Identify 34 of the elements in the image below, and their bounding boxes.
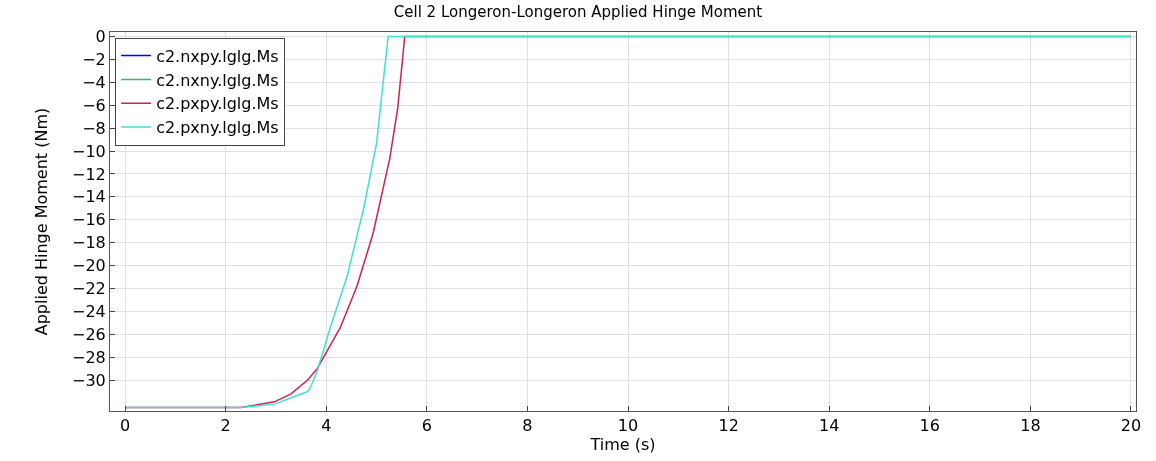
y-tick-label: −12	[72, 164, 106, 184]
y-tick-label: −18	[72, 233, 106, 253]
legend-label: c2.nxny.lglg.Ms	[156, 70, 279, 90]
x-tick-label: 14	[819, 416, 840, 436]
y-tick-label: −14	[72, 187, 106, 207]
x-tick-label: 6	[421, 416, 432, 436]
y-tick-label: −2	[82, 50, 106, 70]
y-tick-label: 0	[95, 27, 106, 47]
x-tick-label: 12	[718, 416, 739, 436]
y-tick-label: −20	[72, 256, 106, 276]
x-axis-title: Time (s)	[589, 435, 656, 455]
y-tick-label: −10	[72, 141, 106, 161]
y-tick-label: −26	[72, 324, 106, 344]
y-tick-label: −8	[82, 118, 106, 138]
x-tick-label: 2	[220, 416, 231, 436]
legend-label: c2.pxpy.lglg.Ms	[156, 94, 279, 114]
y-tick-label: −4	[82, 72, 106, 92]
x-tick-label: 18	[1020, 416, 1041, 436]
x-tick-label: 10	[617, 416, 639, 436]
chart-title: Cell 2 Longeron-Longeron Applied Hinge Moment	[393, 3, 763, 22]
y-axis-title: Applied Hinge Moment (Nm)	[31, 107, 51, 336]
y-tick-label: −24	[72, 301, 106, 321]
y-tick-label: −6	[82, 95, 106, 115]
y-tick-label: −28	[72, 347, 106, 367]
legend-label: c2.pxny.lglg.Ms	[156, 118, 279, 138]
x-tick-label: 16	[919, 416, 940, 436]
x-tick-label: 20	[1120, 416, 1142, 436]
legend-label: c2.nxpy.lglg.Ms	[156, 46, 279, 66]
y-tick-label: −30	[72, 370, 106, 390]
y-tick-label: −22	[72, 279, 106, 299]
x-tick-label: 4	[321, 416, 332, 436]
x-tick-label: 8	[522, 416, 533, 436]
y-tick-label: −16	[72, 210, 106, 230]
x-tick-label: 0	[120, 416, 131, 436]
